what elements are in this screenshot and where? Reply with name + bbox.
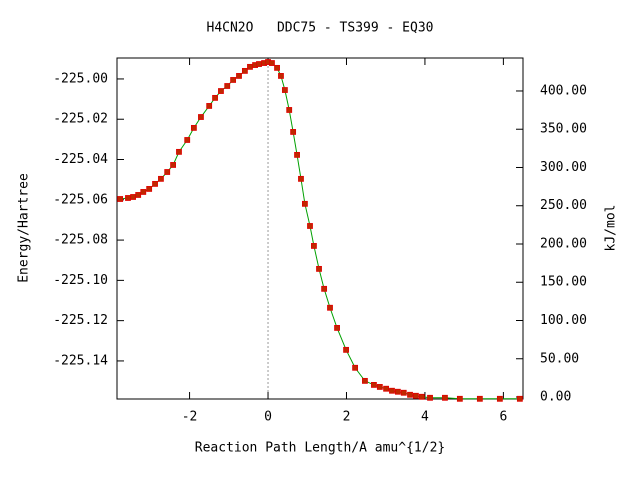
data-point	[371, 382, 377, 388]
data-point	[343, 346, 349, 353]
data-point	[184, 137, 191, 143]
y-tick-label: -225.06	[53, 192, 108, 207]
y2-tick-label: 300.00	[540, 160, 587, 175]
data-point	[311, 243, 317, 249]
data-point	[170, 162, 176, 168]
data-point	[278, 73, 284, 79]
data-point	[269, 60, 275, 66]
y2-tick-label: 100.00	[540, 313, 587, 328]
y-tick-label: -225.04	[53, 152, 108, 167]
data-point	[334, 324, 340, 331]
y-axis-label: Energy/Hartree	[17, 173, 32, 283]
data-point	[117, 196, 124, 202]
y2-tick-label: 400.00	[540, 83, 587, 98]
x-tick-label: 2	[343, 410, 351, 425]
data-point	[236, 73, 242, 79]
data-point	[301, 200, 308, 207]
data-point	[176, 148, 182, 155]
data-point	[383, 385, 389, 392]
data-point	[286, 107, 293, 113]
data-point	[230, 77, 237, 83]
data-point	[316, 265, 322, 272]
y-tick-label: -225.14	[53, 353, 108, 368]
data-point	[362, 377, 368, 384]
x-tick-label: 6	[499, 410, 507, 425]
data-point	[307, 223, 313, 229]
data-point	[427, 394, 433, 401]
data-point	[442, 394, 448, 401]
data-point	[327, 304, 333, 311]
plot-frame	[116, 57, 524, 400]
data-point	[476, 395, 483, 402]
data-point	[152, 180, 158, 187]
data-point	[125, 195, 131, 201]
data-point	[158, 175, 164, 182]
y2-tick-label: 350.00	[540, 122, 587, 137]
data-point	[247, 63, 253, 70]
data-point	[206, 103, 213, 109]
data-point	[274, 64, 280, 71]
y2-tick-label: 0.00	[540, 390, 571, 405]
data-point	[135, 192, 142, 198]
data-point	[241, 67, 248, 74]
y2-axis-label: kJ/mol	[604, 205, 619, 252]
x-tick-label: 4	[421, 410, 429, 425]
y2-tick-label: 250.00	[540, 198, 587, 213]
data-point	[418, 393, 425, 400]
data-point	[130, 194, 136, 200]
data-point	[376, 384, 383, 390]
y-tick-label: -225.10	[53, 273, 108, 288]
y2-tick-label: 150.00	[540, 275, 587, 290]
data-point	[212, 94, 218, 101]
data-point	[294, 151, 300, 158]
data-point	[413, 392, 419, 399]
x-tick-label: -2	[182, 410, 198, 425]
y2-tick-label: 200.00	[540, 236, 587, 251]
y2-tick-label: 50.00	[540, 351, 579, 366]
data-point	[290, 129, 297, 135]
data-point	[146, 186, 153, 192]
data-point	[516, 395, 523, 402]
y-tick-label: -225.08	[53, 233, 108, 248]
data-point	[164, 169, 171, 175]
chart-title: H4CN2O DDC75 - TS399 - EQ30	[207, 21, 434, 36]
data-point	[321, 285, 328, 292]
data-point	[281, 87, 288, 93]
data-point	[394, 388, 401, 395]
data-point	[190, 124, 197, 131]
y-tick-label: -225.02	[53, 112, 108, 127]
data-point	[389, 387, 395, 394]
data-point	[224, 83, 231, 89]
data-point	[407, 391, 413, 398]
data-point	[456, 395, 463, 402]
x-axis-label: Reaction Path Length/A amu^{1/2}	[195, 441, 445, 456]
data-point	[140, 189, 147, 195]
x-tick-label: 0	[264, 410, 272, 425]
data-point	[218, 88, 224, 94]
data-point	[496, 395, 503, 402]
y-tick-label: -225.00	[53, 71, 108, 86]
data-point	[256, 61, 262, 67]
data-point	[400, 389, 407, 396]
data-point	[298, 175, 304, 182]
data-point	[352, 364, 359, 371]
y-tick-label: -225.12	[53, 313, 108, 328]
data-point	[198, 114, 204, 120]
